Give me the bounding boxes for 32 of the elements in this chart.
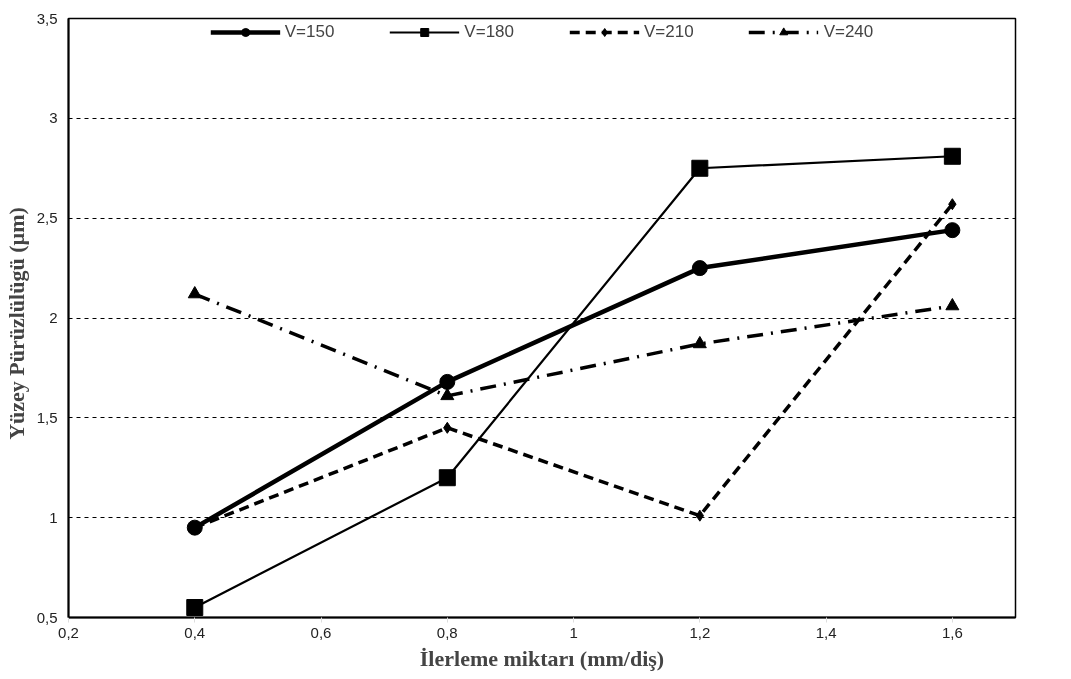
x-tick-label: 1,6 (941, 623, 963, 641)
y-tick-label: 1 (49, 508, 58, 526)
x-tick-label: 1,4 (815, 623, 837, 641)
legend-label: V=180 (464, 22, 514, 42)
x-tick-label: 1 (569, 623, 578, 641)
x-tick-label: 0,2 (58, 623, 79, 641)
point (439, 373, 456, 390)
y-tick-label: 3,5 (36, 9, 58, 27)
y-tick-label: 3 (49, 109, 58, 127)
point (440, 387, 455, 401)
x-tick-label: 0,6 (310, 623, 332, 641)
point (944, 222, 961, 239)
y-axis-title: Yüzey Pürüzlülügü (µm) (3, 207, 29, 440)
point (691, 260, 708, 277)
y-tick-label: 0,5 (36, 608, 58, 626)
y-tick-label: 2 (49, 309, 58, 326)
point (692, 335, 707, 349)
point (945, 298, 960, 311)
legend-label: V=150 (284, 22, 335, 42)
y-tick-label: 2,5 (36, 209, 58, 227)
point (943, 147, 961, 165)
point (187, 286, 202, 299)
x-axis-title: İlerleme miktarı (mm/diş) (419, 645, 665, 671)
x-tick-label: 1,2 (689, 623, 711, 641)
x-tick-label: 0,4 (184, 623, 206, 641)
legend-label: V=210 (644, 22, 694, 42)
legend-label: V=240 (823, 22, 874, 42)
x-tick-label: 0,8 (436, 623, 458, 641)
point (438, 469, 456, 487)
point (691, 159, 709, 177)
y-tick-label: 1,5 (36, 408, 58, 426)
point (186, 599, 204, 617)
